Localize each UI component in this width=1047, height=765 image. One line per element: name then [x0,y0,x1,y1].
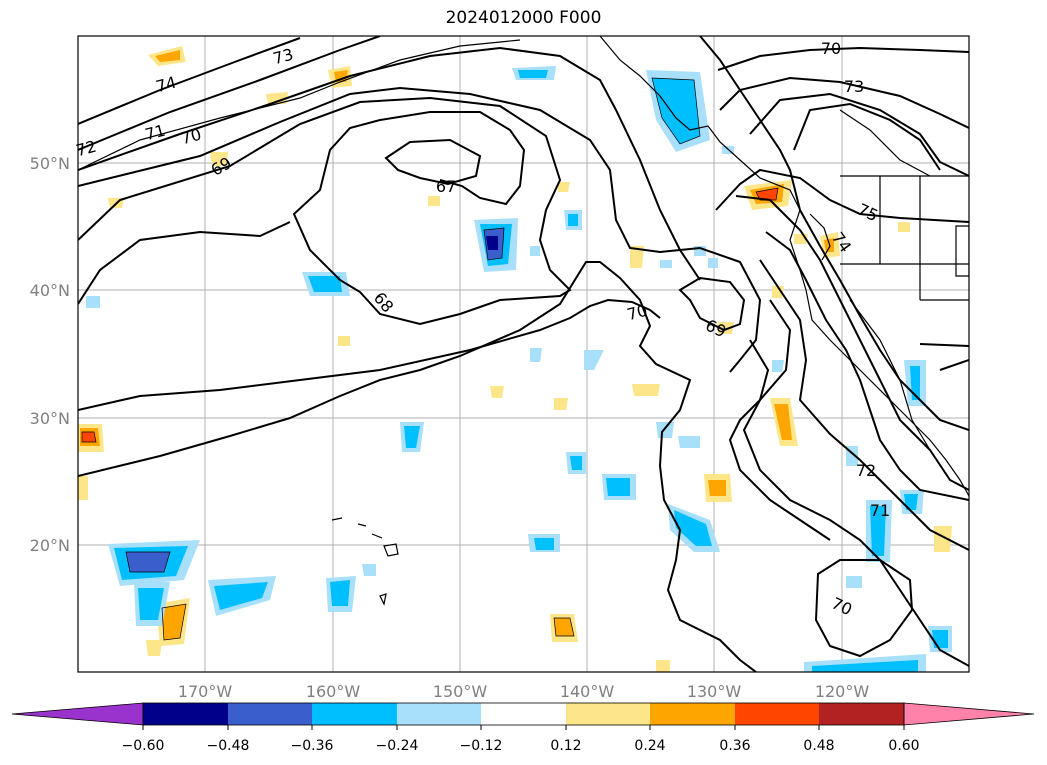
colorbar-tick-label: −0.12 [460,738,503,754]
lon-label: 160°W [306,682,361,701]
colorbar-tick-label: −0.36 [291,738,334,754]
contour-label: 74 [154,73,179,97]
colorbar-tick-label: 0.48 [803,738,834,754]
contour-label: 70 [625,301,650,325]
lon-label: 120°W [815,682,870,701]
colorbar: −0.60 −0.48 −0.36 −0.24 −0.12 0.12 0.24 … [11,702,1035,754]
colorbar-tick-label: 0.24 [634,738,665,754]
map-border [77,35,970,673]
contour-label: 73 [271,45,296,69]
colorbar-segment [819,703,904,725]
anomaly-outlines [81,77,779,641]
lat-label: 40°N [30,281,70,300]
map-area [78,36,969,672]
colorbar-tick-label: 0.12 [550,738,581,754]
colorbar-tick-label: −0.60 [122,738,165,754]
colorbar-tick-label: 0.60 [888,738,919,754]
contour-label: 72 [856,461,876,480]
colorbar-under-extension [11,702,144,726]
colorbar-tick-label: −0.24 [376,738,419,754]
lat-label: 50°N [30,154,70,173]
lon-label: 150°W [433,682,488,701]
contour-label: 70 [821,39,841,58]
contour-label: 72 [74,137,99,161]
colorbar-segment [397,703,481,725]
colorbar-segment [650,703,735,725]
lat-label: 20°N [30,536,70,555]
height-contours [78,36,969,672]
colorbar-segment [735,703,819,725]
colorbar-tick-label: 0.36 [719,738,750,754]
colorbar-segment [481,703,566,725]
lon-label: 170°W [178,682,233,701]
colorbar-tick-label: −0.48 [207,738,250,754]
colorbar-segment [566,703,650,725]
lon-label: 140°W [560,682,615,701]
latitude-labels: 50°N 40°N 30°N 20°N [30,154,70,555]
contour-label: 70 [179,125,204,149]
colorbar-segment [228,703,312,725]
contour-label: 71 [870,501,890,520]
colorbar-segment [143,703,228,725]
longitude-labels: 170°W 160°W 150°W 140°W 130°W 120°W [178,682,870,701]
contour-label: 71 [143,121,168,145]
lon-label: 130°W [687,682,742,701]
contour-label: 67 [436,177,456,196]
lat-label: 30°N [30,409,70,428]
colorbar-over-extension [903,702,1035,726]
contour-label: 73 [844,77,864,96]
anomaly-fill [78,46,952,672]
map-title: 2024012000 F000 [445,8,602,28]
colorbar-segment [312,703,397,725]
